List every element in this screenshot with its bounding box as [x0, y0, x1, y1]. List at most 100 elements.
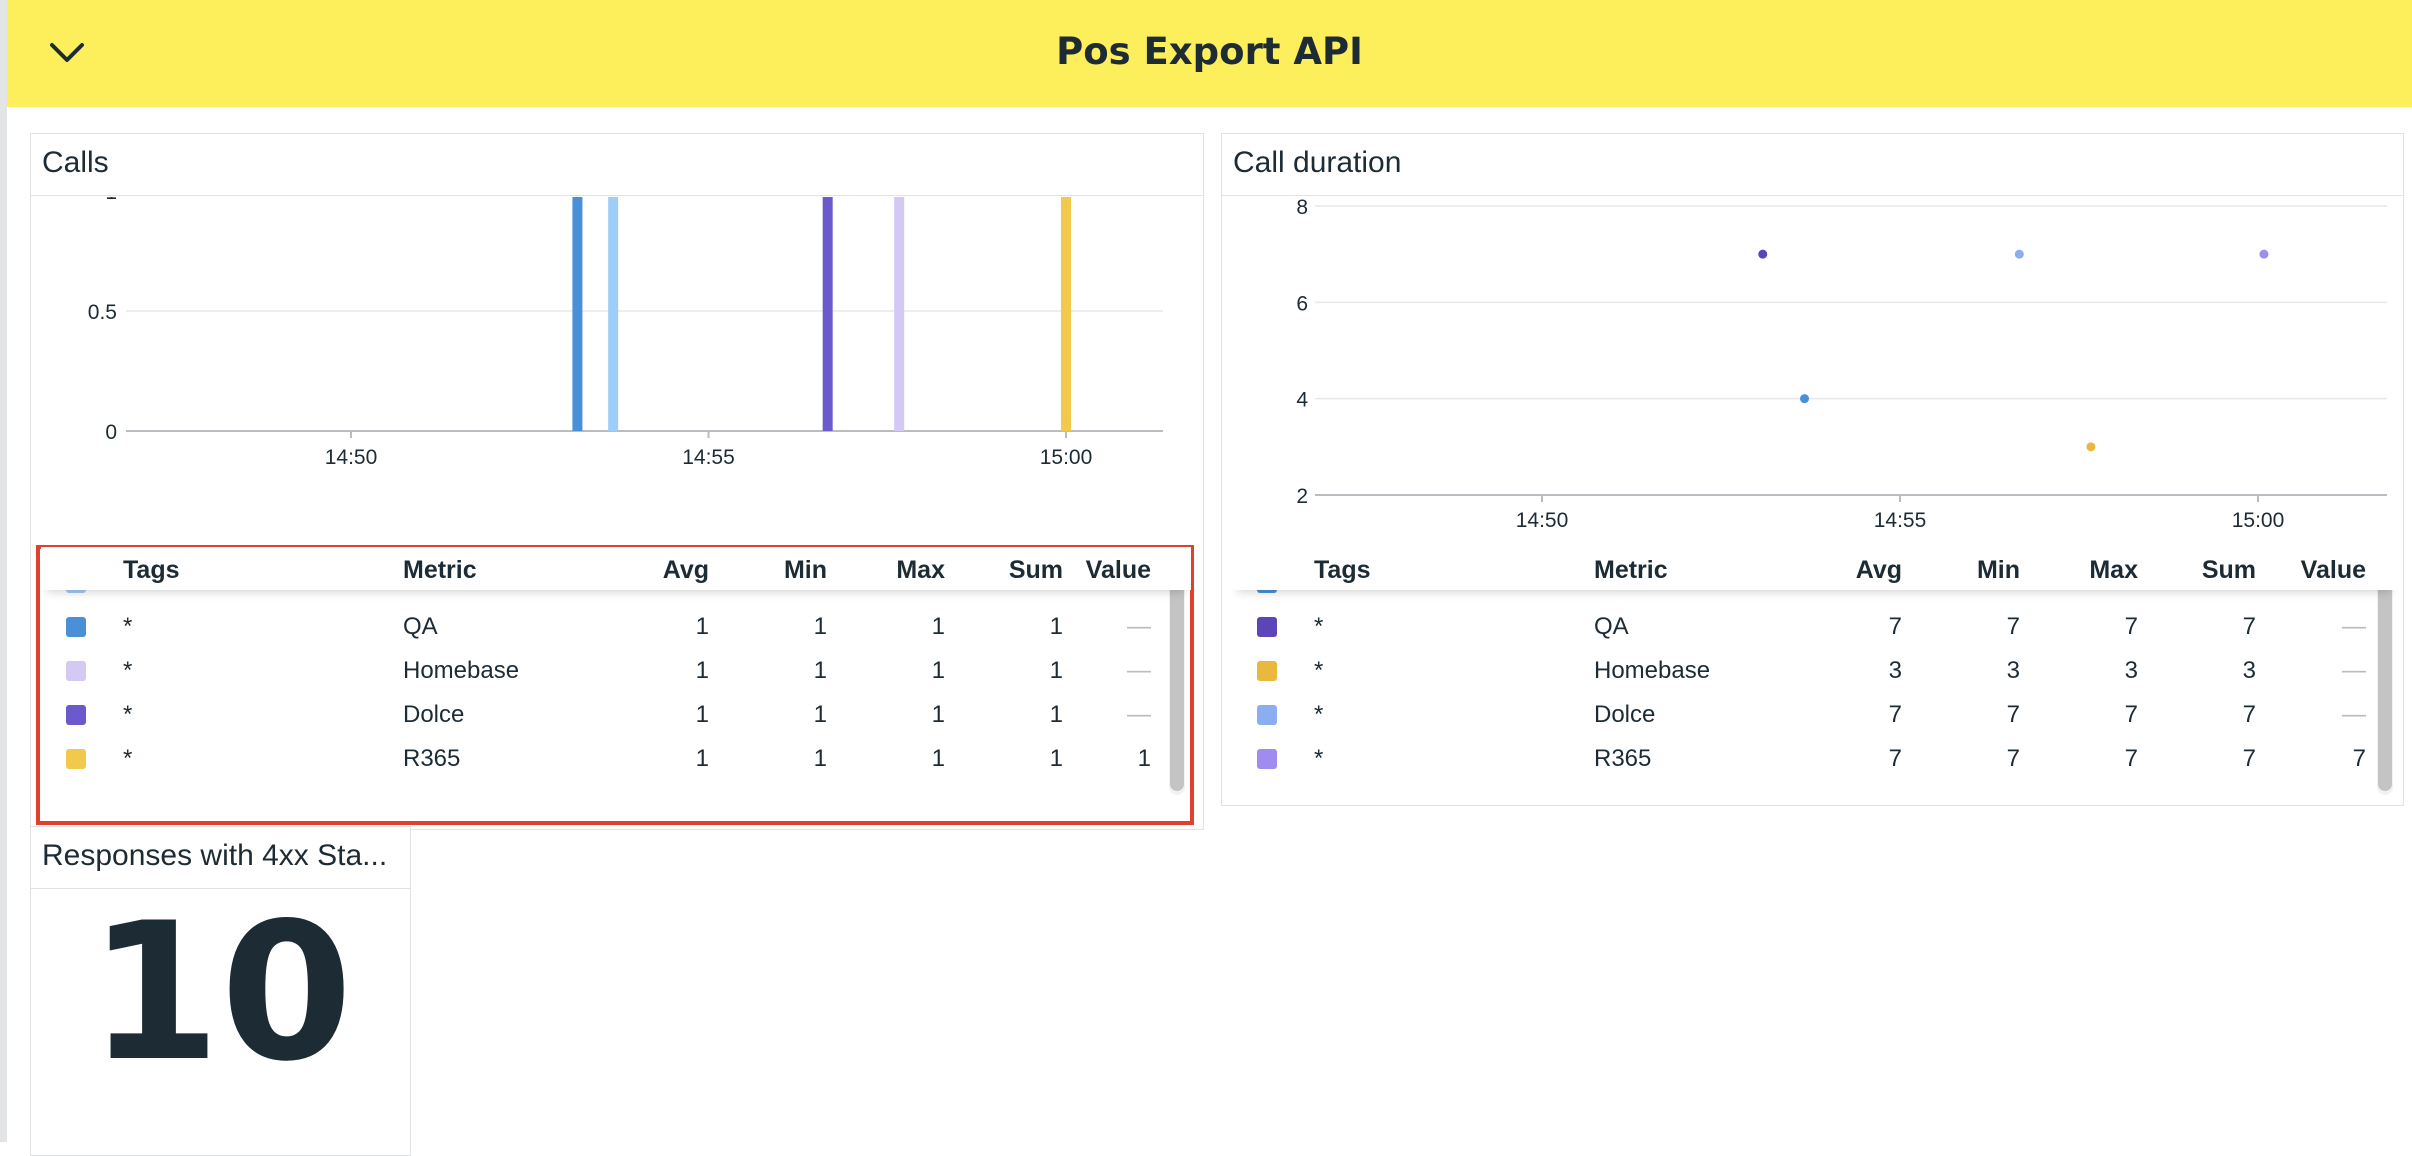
- legend-scrollbar[interactable]: [1169, 569, 1185, 795]
- cell-sum: 1: [1049, 701, 1063, 728]
- call-duration-chart: 2 4 6 8 14:50 14:55 15:00: [1296, 197, 2387, 532]
- cell-max: 1: [931, 613, 945, 640]
- legend-row[interactable]: * Dolce 7 7 7 7 —: [1232, 696, 2397, 740]
- series-color-swatch: [66, 749, 86, 769]
- column-header-metric[interactable]: Metric: [403, 556, 477, 584]
- legend-header: Tags Metric Avg Min Max Sum Value: [1232, 547, 2397, 590]
- cell-tags: *: [1314, 701, 1324, 728]
- series-color-swatch: [66, 705, 86, 725]
- data-point: [2086, 442, 2096, 452]
- x-tick-label: 15:00: [2232, 509, 2285, 532]
- column-header-avg[interactable]: Avg: [662, 556, 709, 584]
- group-header: Pos Export API: [7, 0, 2412, 107]
- chevron-down-icon[interactable]: [44, 33, 90, 73]
- cell-sum: 7: [2242, 701, 2256, 728]
- scrollbar-thumb[interactable]: [1170, 571, 1184, 791]
- widget-title: Responses with 4xx Sta...: [31, 827, 410, 889]
- cell-min: 1: [813, 701, 827, 728]
- legend-row[interactable]: * R365 1 1 1 1 1: [41, 740, 1191, 784]
- legend-header: Tags Metric Avg Min Max Sum Value: [41, 547, 1191, 590]
- bar: [894, 197, 905, 431]
- y-tick-label: 0: [105, 421, 117, 444]
- column-header-tags[interactable]: Tags: [1314, 556, 1371, 584]
- legend-row[interactable]: * R365 7 7 7 7 7: [1232, 740, 2397, 784]
- cell-avg: 1: [695, 701, 709, 728]
- cell-avg: 3: [1888, 657, 1902, 684]
- call-duration-widget: Call duration 2 4 6 8 14:50 14:55 15:00 Tags Me…: [1221, 133, 2404, 806]
- cell-max: 3: [2124, 657, 2138, 684]
- column-header-sum[interactable]: Sum: [1008, 556, 1063, 584]
- series-color-swatch: [1257, 749, 1277, 769]
- cell-value: —: [1127, 701, 1151, 728]
- x-tick-label: 15:00: [1040, 446, 1093, 469]
- bar: [572, 197, 583, 431]
- widget-title: Call duration: [1222, 134, 2403, 196]
- cell-min: 1: [813, 745, 827, 772]
- column-header-metric[interactable]: Metric: [1594, 556, 1668, 584]
- column-header-min[interactable]: Min: [783, 556, 827, 584]
- series-color-swatch: [66, 617, 86, 637]
- data-point: [1758, 249, 1768, 259]
- cell-sum: 1: [1049, 613, 1063, 640]
- cell-avg: 1: [695, 613, 709, 640]
- y-tick-label: 6: [1296, 292, 1308, 315]
- calls-legend: TagsMetricAvgMinMaxSumValue*Checkmate111…: [41, 547, 1191, 817]
- widget-title: Calls: [31, 134, 1203, 196]
- cell-max: 1: [931, 657, 945, 684]
- y-tick-label: 1: [105, 197, 117, 204]
- cell-max: 1: [931, 701, 945, 728]
- column-header-sum[interactable]: Sum: [2201, 556, 2256, 584]
- cell-min: 7: [2006, 745, 2020, 772]
- legend-row[interactable]: * Dolce 1 1 1 1 —: [41, 696, 1191, 740]
- cell-max: 7: [2124, 701, 2138, 728]
- cell-tags: *: [1314, 657, 1324, 684]
- cell-sum: 1: [1049, 745, 1063, 772]
- cell-avg: 7: [1888, 613, 1902, 640]
- cell-metric: R365: [403, 745, 461, 772]
- y-tick-label: 8: [1296, 197, 1308, 219]
- cell-sum: 7: [2242, 613, 2256, 640]
- cell-tags: *: [123, 745, 133, 772]
- cell-sum: 1: [1049, 657, 1063, 684]
- cell-value: —: [2342, 657, 2366, 684]
- cell-metric: QA: [403, 613, 438, 640]
- column-header-min[interactable]: Min: [1976, 556, 2020, 584]
- cell-avg: 1: [695, 657, 709, 684]
- cell-metric: Homebase: [1594, 657, 1711, 684]
- legend-row[interactable]: * Homebase 1 1 1 1 —: [41, 652, 1191, 696]
- legend-row[interactable]: * Homebase 3 3 3 3 —: [1232, 652, 2397, 696]
- scrollbar-thumb[interactable]: [2378, 571, 2392, 791]
- legend-row[interactable]: * QA 7 7 7 7 —: [1232, 608, 2397, 652]
- column-header-tags[interactable]: Tags: [123, 556, 180, 584]
- cell-metric: Dolce: [403, 701, 465, 728]
- y-tick-label: 4: [1296, 389, 1308, 412]
- column-header-value[interactable]: Value: [2300, 556, 2366, 584]
- cell-max: 7: [2124, 745, 2138, 772]
- cell-min: 7: [2006, 613, 2020, 640]
- cell-metric: Homebase: [403, 657, 520, 684]
- legend-row[interactable]: * QA 1 1 1 1 —: [41, 608, 1191, 652]
- cell-min: 3: [2006, 657, 2020, 684]
- y-tick-label: 2: [1296, 485, 1308, 508]
- legend-scrollbar[interactable]: [2377, 569, 2393, 795]
- cell-value: —: [2342, 701, 2366, 728]
- x-tick-label: 14:55: [1874, 509, 1927, 532]
- column-header-max[interactable]: Max: [896, 556, 945, 584]
- column-header-max[interactable]: Max: [2089, 556, 2138, 584]
- cell-tags: *: [1314, 745, 1324, 772]
- column-header-value[interactable]: Value: [1085, 556, 1151, 584]
- cell-value: —: [1127, 657, 1151, 684]
- series-color-swatch: [1257, 705, 1277, 725]
- bar: [822, 197, 833, 431]
- cell-avg: 7: [1888, 745, 1902, 772]
- x-tick-label: 14:55: [682, 446, 735, 469]
- cell-max: 7: [2124, 613, 2138, 640]
- cell-max: 1: [931, 745, 945, 772]
- cell-value: —: [1127, 613, 1151, 640]
- series-color-swatch: [66, 661, 86, 681]
- column-header-avg[interactable]: Avg: [1855, 556, 1902, 584]
- data-point: [2014, 249, 2024, 259]
- cell-avg: 1: [695, 745, 709, 772]
- data-point: [2259, 249, 2269, 259]
- cell-metric: QA: [1594, 613, 1629, 640]
